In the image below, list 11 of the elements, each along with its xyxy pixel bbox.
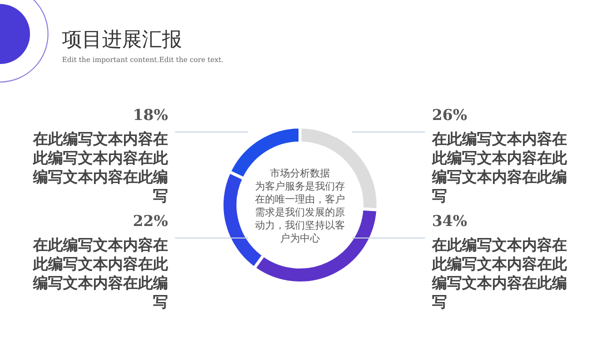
text: 市场分析数据 — [270, 168, 330, 180]
data-label: 26% — [432, 106, 468, 124]
chart-title: 项目进展汇报 — [62, 27, 182, 51]
text: 在此编写文本内容在此编写文本内容在此编写文本内容在此编写 — [32, 130, 169, 205]
data-label: 18% — [132, 106, 168, 124]
data-label: 22% — [132, 212, 168, 230]
data-label: 34% — [432, 212, 468, 230]
text: 在此编写文本内容在此编写文本内容在此编写文本内容在此编写 — [431, 236, 568, 311]
text: 为客户服务是我们存在的唯一理由，客户需求是我们发展的原动力，我们坚持以客户为中心 — [255, 180, 345, 244]
text: 在此编写文本内容在此编写文本内容在此编写文本内容在此编写 — [431, 130, 568, 205]
text: 在此编写文本内容在此编写文本内容在此编写文本内容在此编写 — [32, 236, 169, 311]
